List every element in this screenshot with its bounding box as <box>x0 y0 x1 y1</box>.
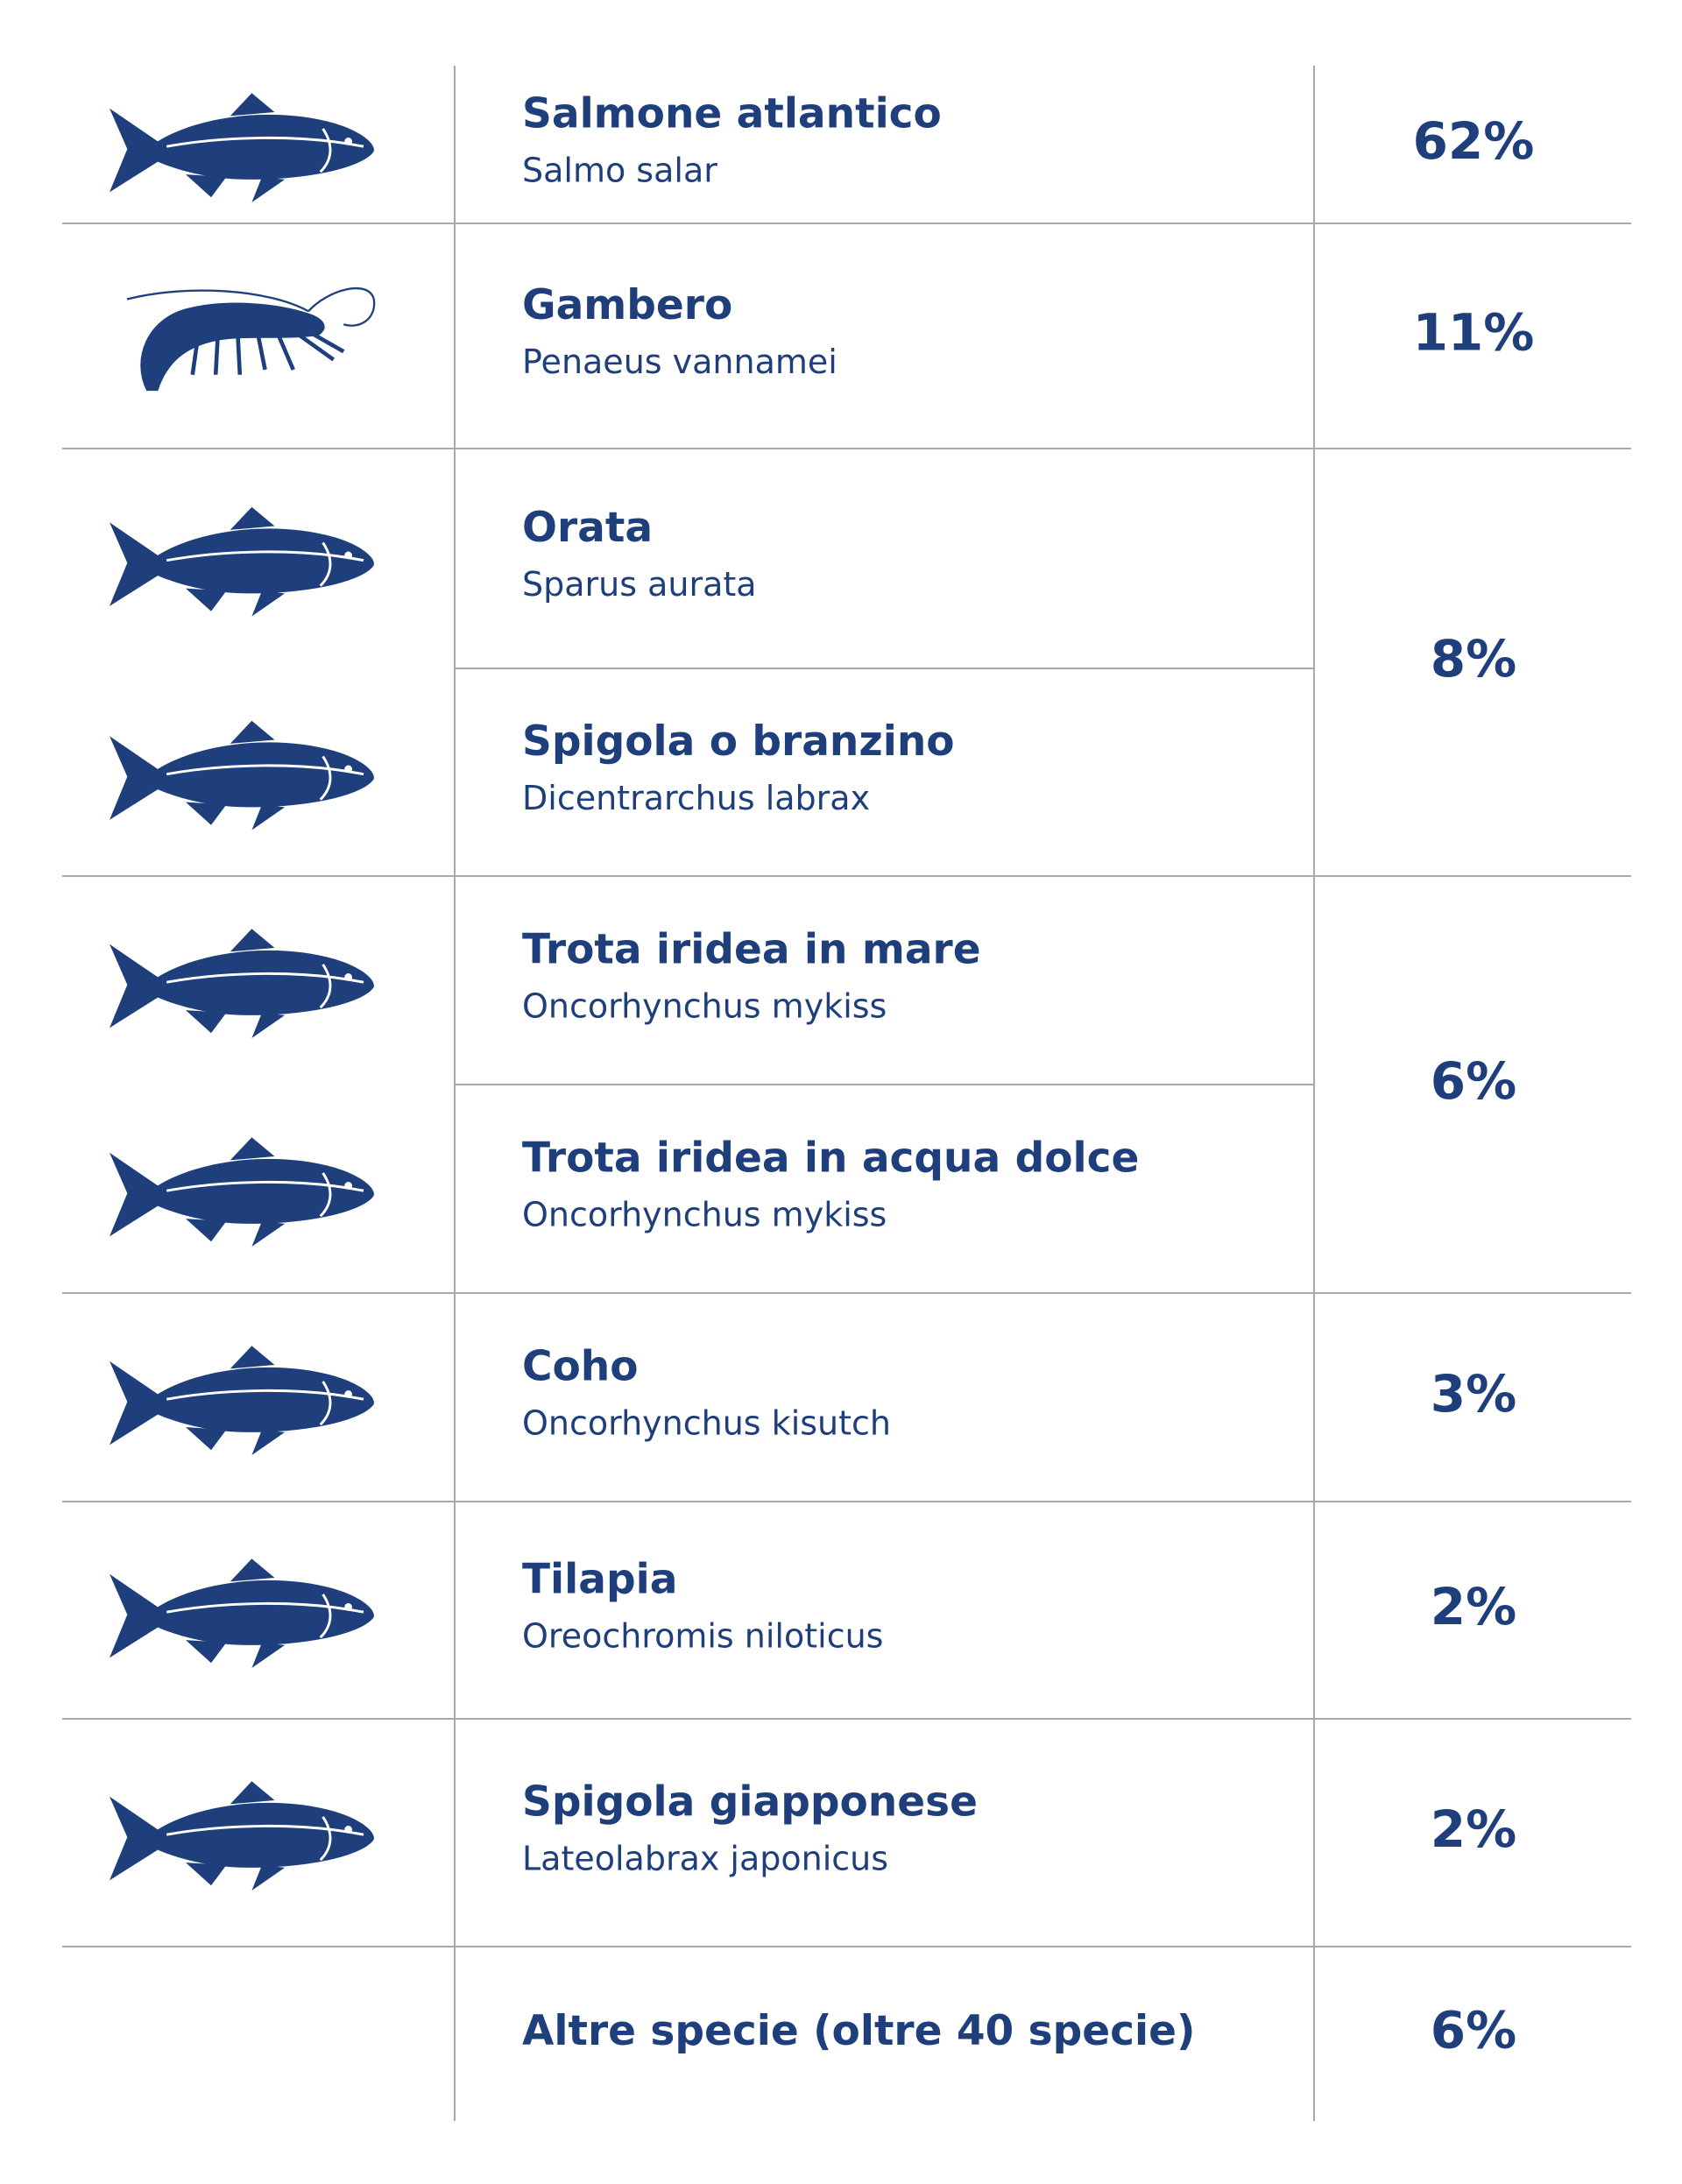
share: 8% <box>1431 629 1516 689</box>
species-latin: Oreochromis niloticus <box>522 1617 883 1656</box>
species-name: Spigola o branzino <box>522 717 955 766</box>
species-name: Trota iridea in mare <box>522 926 981 974</box>
species-latin: Salmo salar <box>522 152 717 190</box>
species-name: Orata <box>522 504 653 552</box>
share: 3% <box>1431 1364 1516 1424</box>
share: 6% <box>1431 1051 1516 1111</box>
species-icon <box>127 288 374 390</box>
share: 2% <box>1431 1799 1516 1859</box>
share: 6% <box>1431 2001 1516 2060</box>
species-latin: Oncorhynchus mykiss <box>522 1196 887 1234</box>
share: 11% <box>1413 303 1535 363</box>
species-name: Trota iridea in acqua dolce <box>522 1134 1139 1183</box>
species-icon <box>108 927 376 1040</box>
species-name: Salmone atlantico <box>522 90 942 138</box>
share: 2% <box>1431 1577 1516 1636</box>
species-latin: Penaeus vannamei <box>522 343 837 381</box>
species-icon <box>108 1344 376 1457</box>
species-icon <box>108 1135 376 1248</box>
species-name: Gambero <box>522 281 732 329</box>
species-icon <box>108 1557 376 1670</box>
species-name: Spigola giapponese <box>522 1778 978 1827</box>
species-icon <box>108 91 376 204</box>
species-icon <box>108 505 376 618</box>
species-latin: Oncorhynchus mykiss <box>522 987 887 1026</box>
species-name: Tilapia <box>522 1556 677 1604</box>
species-name: Altre specie (oltre 40 specie) <box>522 2007 1195 2055</box>
share: 62% <box>1413 111 1535 171</box>
species-latin: Dicentrarchus labrax <box>522 779 870 817</box>
species-name: Coho <box>522 1343 639 1391</box>
species-latin: Sparus aurata <box>522 565 757 604</box>
species-icon <box>108 719 376 831</box>
species-latin: Lateolabrax japonicus <box>522 1840 888 1878</box>
species-latin: Oncorhynchus kisutch <box>522 1404 891 1443</box>
species-icon <box>108 1779 376 1892</box>
